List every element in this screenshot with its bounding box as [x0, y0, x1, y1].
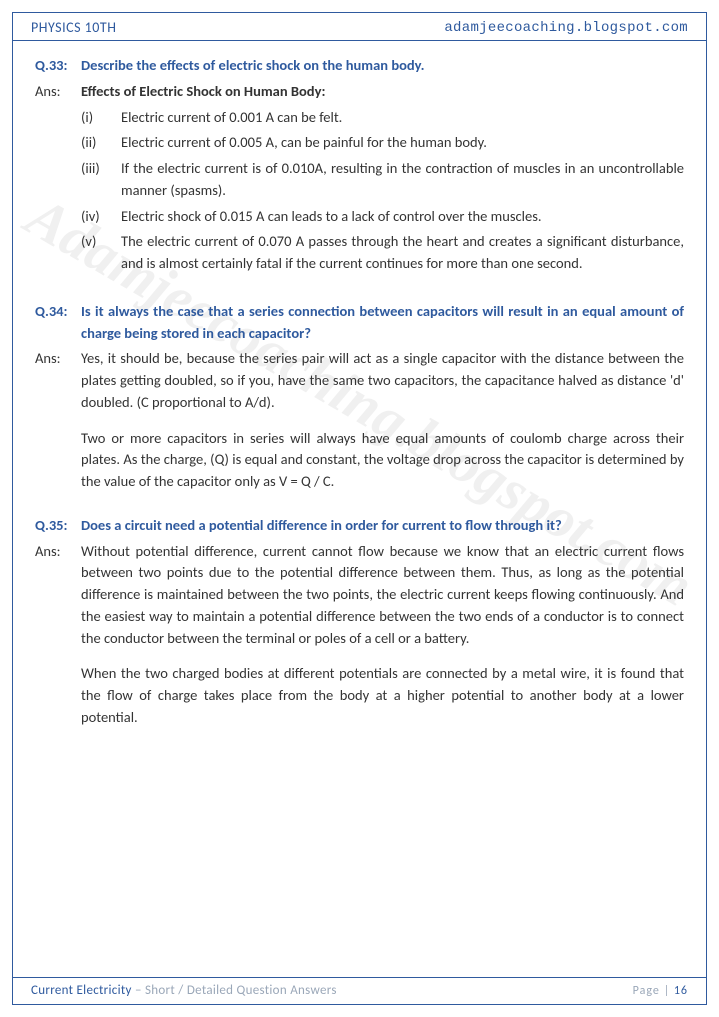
- answer-label: Ans:: [35, 348, 81, 370]
- question-row: Q.34: Is it always the case that a serie…: [35, 301, 684, 345]
- answer-label: Ans:: [35, 81, 81, 103]
- list-item: (i) Electric current of 0.001 A can be f…: [81, 107, 684, 129]
- list-text: If the electric current is of 0.010A, re…: [121, 158, 684, 202]
- qa-block: Q.35: Does a circuit need a potential di…: [35, 515, 684, 729]
- question-number: Q.35:: [35, 515, 81, 537]
- answer-body: Yes, it should be, because the series pa…: [81, 348, 684, 493]
- answer-row: Ans: Yes, it should be, because the seri…: [35, 348, 684, 493]
- page-footer: Current Electricity – Short / Detailed Q…: [13, 977, 706, 1004]
- answer-paragraph: When the two charged bodies at different…: [81, 663, 684, 728]
- footer-left: Current Electricity – Short / Detailed Q…: [31, 983, 337, 998]
- footer-topic: Current Electricity: [31, 983, 132, 998]
- answer-label: Ans:: [35, 541, 81, 563]
- answer-heading: Effects of Electric Shock on Human Body:: [81, 81, 684, 103]
- question-text: Describe the effects of electric shock o…: [81, 55, 684, 77]
- list-item: (iv) Electric shock of 0.015 A can leads…: [81, 206, 684, 228]
- question-row: Q.33: Describe the effects of electric s…: [35, 55, 684, 77]
- list-item: (v) The electric current of 0.070 A pass…: [81, 231, 684, 275]
- list-number: (iii): [81, 158, 121, 180]
- footer-right: Page | 16: [633, 984, 688, 998]
- page: PHYSICS 10TH adamjeecoaching.blogspot.co…: [0, 0, 719, 1017]
- answer-paragraph: Yes, it should be, because the series pa…: [81, 348, 684, 413]
- list-text: Electric shock of 0.015 A can leads to a…: [121, 206, 684, 228]
- qa-block: Q.33: Describe the effects of electric s…: [35, 55, 684, 279]
- footer-page-number: 16: [674, 984, 688, 998]
- question-text: Is it always the case that a series conn…: [81, 301, 684, 345]
- list-text: The electric current of 0.070 A passes t…: [121, 231, 684, 275]
- list-number: (ii): [81, 132, 121, 154]
- footer-subtitle: Short / Detailed Question Answers: [145, 983, 337, 998]
- question-text: Does a circuit need a potential differen…: [81, 515, 684, 537]
- answer-row: Ans: Without potential difference, curre…: [35, 541, 684, 729]
- list-number: (v): [81, 231, 121, 253]
- footer-page-label: Page |: [633, 984, 670, 998]
- question-number: Q.33:: [35, 55, 81, 77]
- list-number: (iv): [81, 206, 121, 228]
- header-subject: PHYSICS 10TH: [31, 19, 116, 36]
- page-content: Adamjeecoaching.blogspot.com Q.33: Descr…: [13, 41, 706, 761]
- answer-row: Ans: Effects of Electric Shock on Human …: [35, 81, 684, 279]
- list-text: Electric current of 0.005 A, can be pain…: [121, 132, 684, 154]
- question-number: Q.34:: [35, 301, 81, 323]
- answer-paragraph: Two or more capacitors in series will al…: [81, 428, 684, 493]
- qa-block: Q.34: Is it always the case that a serie…: [35, 301, 684, 493]
- answer-body: Without potential difference, current ca…: [81, 541, 684, 729]
- footer-separator: –: [132, 983, 145, 998]
- answer-paragraph: Without potential difference, current ca…: [81, 541, 684, 650]
- answer-body: Effects of Electric Shock on Human Body:…: [81, 81, 684, 279]
- list-item: (iii) If the electric current is of 0.01…: [81, 158, 684, 202]
- page-border: PHYSICS 10TH adamjeecoaching.blogspot.co…: [12, 12, 707, 1005]
- header-site-url: adamjeecoaching.blogspot.com: [444, 20, 688, 36]
- page-header: PHYSICS 10TH adamjeecoaching.blogspot.co…: [13, 13, 706, 41]
- question-row: Q.35: Does a circuit need a potential di…: [35, 515, 684, 537]
- list-number: (i): [81, 107, 121, 129]
- list-item: (ii) Electric current of 0.005 A, can be…: [81, 132, 684, 154]
- list-text: Electric current of 0.001 A can be felt.: [121, 107, 684, 129]
